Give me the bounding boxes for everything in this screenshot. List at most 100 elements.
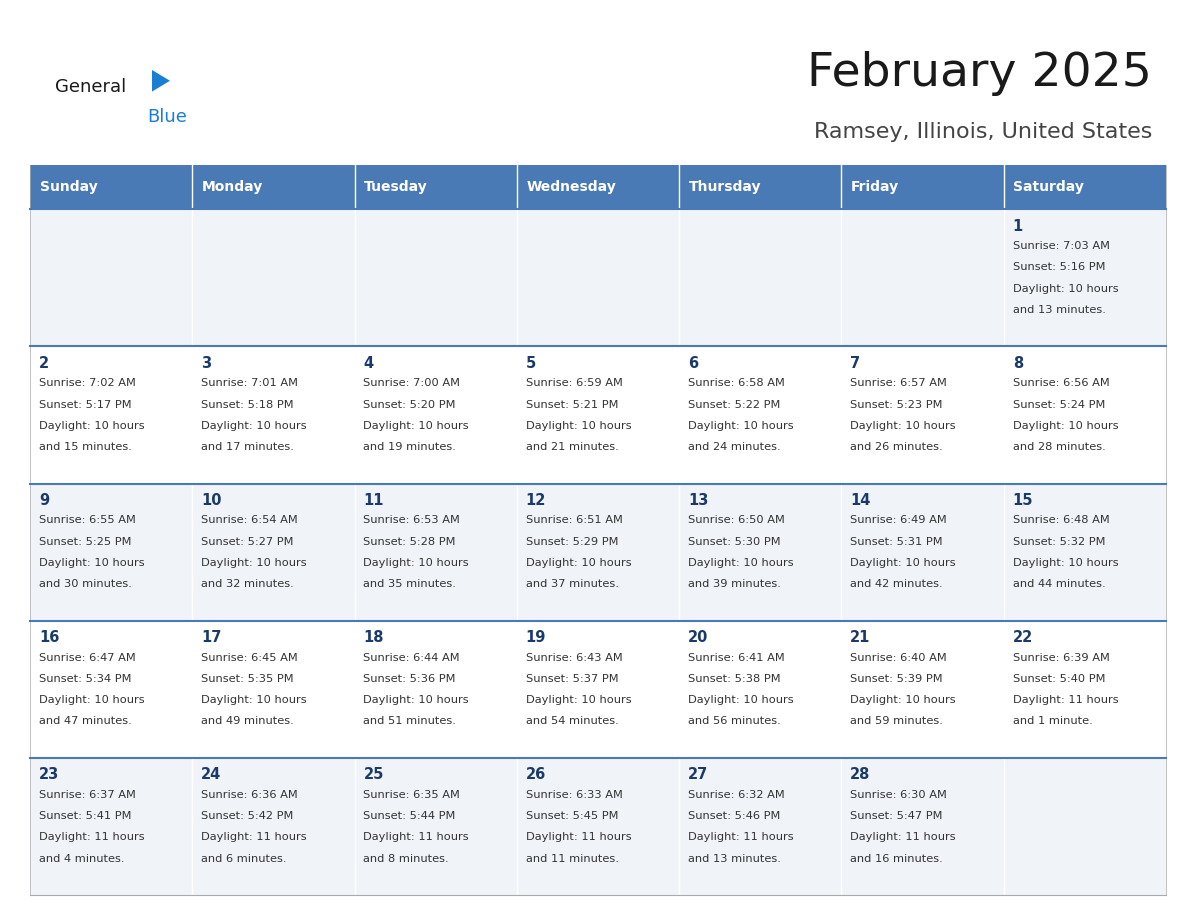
Text: 2: 2 bbox=[39, 356, 49, 371]
Text: Sunrise: 6:48 AM: Sunrise: 6:48 AM bbox=[1012, 516, 1110, 525]
Text: Daylight: 10 hours: Daylight: 10 hours bbox=[688, 420, 794, 431]
Text: 7: 7 bbox=[851, 356, 860, 371]
Text: Daylight: 10 hours: Daylight: 10 hours bbox=[201, 558, 307, 568]
Text: 15: 15 bbox=[1012, 493, 1034, 509]
Text: Sunset: 5:42 PM: Sunset: 5:42 PM bbox=[201, 812, 293, 821]
Text: Sunrise: 7:01 AM: Sunrise: 7:01 AM bbox=[201, 378, 298, 388]
Text: Sunset: 5:34 PM: Sunset: 5:34 PM bbox=[39, 674, 132, 684]
Text: Sunset: 5:29 PM: Sunset: 5:29 PM bbox=[526, 537, 618, 547]
Text: Blue: Blue bbox=[147, 107, 187, 126]
Text: Sunset: 5:16 PM: Sunset: 5:16 PM bbox=[1012, 263, 1105, 273]
Text: 23: 23 bbox=[39, 767, 59, 782]
Bar bbox=[517, 165, 680, 209]
Bar bbox=[30, 621, 1165, 758]
Text: Sunset: 5:31 PM: Sunset: 5:31 PM bbox=[851, 537, 943, 547]
Text: Sunset: 5:25 PM: Sunset: 5:25 PM bbox=[39, 537, 132, 547]
Text: Sunset: 5:21 PM: Sunset: 5:21 PM bbox=[526, 399, 618, 409]
Text: and 56 minutes.: and 56 minutes. bbox=[688, 716, 781, 726]
Polygon shape bbox=[152, 70, 170, 92]
Text: 19: 19 bbox=[526, 631, 546, 645]
Text: and 44 minutes.: and 44 minutes. bbox=[1012, 579, 1105, 589]
Text: General: General bbox=[55, 78, 126, 96]
Text: and 21 minutes.: and 21 minutes. bbox=[526, 442, 619, 452]
Text: Daylight: 10 hours: Daylight: 10 hours bbox=[364, 558, 469, 568]
Bar bbox=[354, 165, 517, 209]
Bar bbox=[30, 165, 192, 209]
Text: 4: 4 bbox=[364, 356, 373, 371]
Text: and 6 minutes.: and 6 minutes. bbox=[201, 854, 286, 864]
Text: 28: 28 bbox=[851, 767, 871, 782]
Text: Daylight: 11 hours: Daylight: 11 hours bbox=[688, 833, 794, 843]
Text: and 4 minutes.: and 4 minutes. bbox=[39, 854, 125, 864]
Text: 11: 11 bbox=[364, 493, 384, 509]
Text: 22: 22 bbox=[1012, 631, 1032, 645]
Text: Sunrise: 7:02 AM: Sunrise: 7:02 AM bbox=[39, 378, 135, 388]
Text: Sunset: 5:37 PM: Sunset: 5:37 PM bbox=[526, 674, 619, 684]
Text: Sunrise: 6:43 AM: Sunrise: 6:43 AM bbox=[526, 653, 623, 663]
Text: 14: 14 bbox=[851, 493, 871, 509]
Text: Sunrise: 7:00 AM: Sunrise: 7:00 AM bbox=[364, 378, 461, 388]
Text: 20: 20 bbox=[688, 631, 708, 645]
Text: Sunset: 5:40 PM: Sunset: 5:40 PM bbox=[1012, 674, 1105, 684]
Text: Sunset: 5:47 PM: Sunset: 5:47 PM bbox=[851, 812, 943, 821]
Text: Sunset: 5:35 PM: Sunset: 5:35 PM bbox=[201, 674, 293, 684]
Text: 10: 10 bbox=[201, 493, 222, 509]
Text: Daylight: 10 hours: Daylight: 10 hours bbox=[526, 420, 631, 431]
Text: Sunrise: 6:53 AM: Sunrise: 6:53 AM bbox=[364, 516, 461, 525]
Text: Sunrise: 6:57 AM: Sunrise: 6:57 AM bbox=[851, 378, 947, 388]
Bar bbox=[30, 346, 1165, 484]
Text: Sunrise: 6:49 AM: Sunrise: 6:49 AM bbox=[851, 516, 947, 525]
Text: Sunset: 5:22 PM: Sunset: 5:22 PM bbox=[688, 399, 781, 409]
Text: Daylight: 10 hours: Daylight: 10 hours bbox=[1012, 284, 1118, 294]
Bar bbox=[680, 165, 841, 209]
Text: and 42 minutes.: and 42 minutes. bbox=[851, 579, 943, 589]
Text: Daylight: 10 hours: Daylight: 10 hours bbox=[526, 558, 631, 568]
Text: and 26 minutes.: and 26 minutes. bbox=[851, 442, 943, 452]
Text: Sunrise: 6:58 AM: Sunrise: 6:58 AM bbox=[688, 378, 785, 388]
Text: Sunset: 5:36 PM: Sunset: 5:36 PM bbox=[364, 674, 456, 684]
Text: Sunset: 5:23 PM: Sunset: 5:23 PM bbox=[851, 399, 943, 409]
Text: Sunrise: 6:40 AM: Sunrise: 6:40 AM bbox=[851, 653, 947, 663]
Text: Sunrise: 6:47 AM: Sunrise: 6:47 AM bbox=[39, 653, 135, 663]
Bar bbox=[30, 758, 1165, 895]
Bar bbox=[192, 165, 354, 209]
Text: Daylight: 10 hours: Daylight: 10 hours bbox=[39, 420, 145, 431]
Text: and 13 minutes.: and 13 minutes. bbox=[1012, 305, 1106, 315]
Text: Daylight: 11 hours: Daylight: 11 hours bbox=[364, 833, 469, 843]
Text: Daylight: 11 hours: Daylight: 11 hours bbox=[39, 833, 145, 843]
Text: and 35 minutes.: and 35 minutes. bbox=[364, 579, 456, 589]
Bar bbox=[30, 484, 1165, 621]
Text: Daylight: 11 hours: Daylight: 11 hours bbox=[851, 833, 956, 843]
Text: Daylight: 10 hours: Daylight: 10 hours bbox=[201, 695, 307, 705]
Text: Sunrise: 6:59 AM: Sunrise: 6:59 AM bbox=[526, 378, 623, 388]
Text: 18: 18 bbox=[364, 631, 384, 645]
Text: Daylight: 10 hours: Daylight: 10 hours bbox=[526, 695, 631, 705]
Text: 8: 8 bbox=[1012, 356, 1023, 371]
Text: Thursday: Thursday bbox=[689, 180, 762, 195]
Text: Daylight: 11 hours: Daylight: 11 hours bbox=[1012, 695, 1118, 705]
Text: 3: 3 bbox=[201, 356, 211, 371]
Text: Sunrise: 6:50 AM: Sunrise: 6:50 AM bbox=[688, 516, 785, 525]
Text: Ramsey, Illinois, United States: Ramsey, Illinois, United States bbox=[814, 122, 1152, 142]
Text: Sunrise: 6:51 AM: Sunrise: 6:51 AM bbox=[526, 516, 623, 525]
Text: Daylight: 10 hours: Daylight: 10 hours bbox=[364, 420, 469, 431]
Text: and 37 minutes.: and 37 minutes. bbox=[526, 579, 619, 589]
Text: Sunset: 5:27 PM: Sunset: 5:27 PM bbox=[201, 537, 293, 547]
Text: Sunset: 5:45 PM: Sunset: 5:45 PM bbox=[526, 812, 618, 821]
Text: Sunset: 5:41 PM: Sunset: 5:41 PM bbox=[39, 812, 132, 821]
Text: Saturday: Saturday bbox=[1013, 180, 1085, 195]
Text: 16: 16 bbox=[39, 631, 59, 645]
Text: Sunset: 5:24 PM: Sunset: 5:24 PM bbox=[1012, 399, 1105, 409]
Text: Sunrise: 6:30 AM: Sunrise: 6:30 AM bbox=[851, 789, 947, 800]
Text: and 15 minutes.: and 15 minutes. bbox=[39, 442, 132, 452]
Text: 13: 13 bbox=[688, 493, 708, 509]
Text: and 51 minutes.: and 51 minutes. bbox=[364, 716, 456, 726]
Text: Sunset: 5:44 PM: Sunset: 5:44 PM bbox=[364, 812, 456, 821]
Text: Sunset: 5:28 PM: Sunset: 5:28 PM bbox=[364, 537, 456, 547]
Text: and 30 minutes.: and 30 minutes. bbox=[39, 579, 132, 589]
Text: Sunrise: 6:33 AM: Sunrise: 6:33 AM bbox=[526, 789, 623, 800]
Bar bbox=[841, 165, 1004, 209]
Text: Daylight: 10 hours: Daylight: 10 hours bbox=[364, 695, 469, 705]
Text: Sunrise: 6:37 AM: Sunrise: 6:37 AM bbox=[39, 789, 135, 800]
Text: Wednesday: Wednesday bbox=[526, 180, 617, 195]
